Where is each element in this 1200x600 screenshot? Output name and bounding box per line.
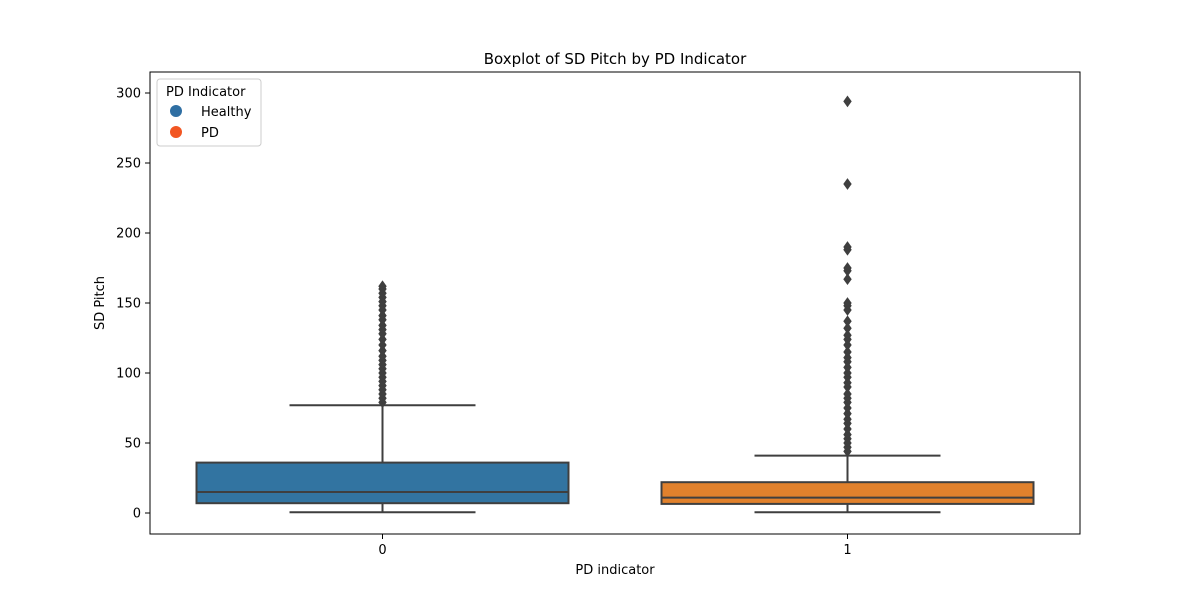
outlier-point [843, 241, 852, 253]
legend-label-pd: PD [201, 126, 219, 141]
outlier-point [843, 315, 852, 328]
legend-marker-pd [170, 126, 182, 138]
box-group-0 [195, 280, 570, 514]
y-tick-label: 300 [116, 87, 141, 102]
y-tick-label: 150 [116, 297, 141, 312]
x-tick-label: 1 [843, 543, 851, 558]
outlier-point [843, 322, 852, 335]
box-group-1 [660, 95, 1035, 514]
legend: PD Indicator Healthy PD [156, 78, 262, 147]
outlier-point [378, 280, 387, 293]
chart-title: Boxplot of SD Pitch by PD Indicator [484, 50, 747, 68]
outlier-point [843, 178, 852, 190]
box-iqr [660, 481, 1035, 505]
y-tick-label: 200 [116, 227, 141, 242]
outlier-point [843, 262, 852, 274]
outlier-point [843, 346, 852, 358]
legend-marker-healthy [170, 105, 182, 117]
outlier-point [843, 388, 852, 400]
y-tick-label: 100 [116, 367, 141, 382]
y-axis-title: SD Pitch [93, 276, 108, 330]
legend-label-healthy: Healthy [201, 105, 252, 120]
outlier-point [843, 329, 852, 342]
plot-area [195, 95, 1035, 514]
x-axis-title: PD indicator [575, 563, 655, 578]
y-tick-label: 250 [116, 157, 141, 172]
y-axis: 0 50 100 150 200 250 300 [116, 87, 150, 522]
x-tick-label: 0 [378, 543, 386, 558]
y-tick-label: 50 [124, 437, 141, 452]
y-tick-label: 0 [133, 507, 141, 522]
outlier-point [843, 95, 852, 108]
outlier-point [843, 297, 852, 309]
outlier-point [843, 273, 852, 286]
box-iqr [195, 461, 570, 505]
legend-title: PD Indicator [166, 85, 246, 100]
legend-frame [156, 78, 262, 147]
